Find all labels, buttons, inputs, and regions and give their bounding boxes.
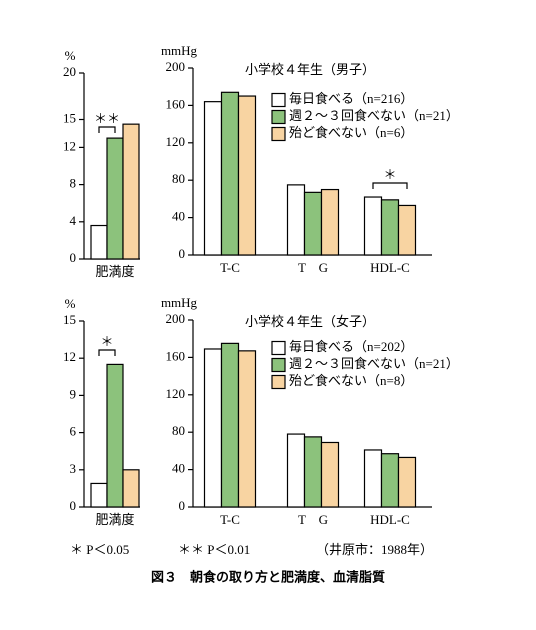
bar — [203, 101, 223, 256]
y-tick-label: 0 — [70, 250, 77, 265]
x-tick-label: T G — [298, 512, 328, 527]
bar — [106, 363, 124, 508]
bar — [397, 456, 417, 508]
x-tick-label: HDL-C — [370, 512, 410, 527]
bar — [320, 441, 340, 508]
legend-swatch — [271, 357, 286, 373]
bar — [122, 123, 140, 260]
y-tick-label: 0 — [70, 498, 77, 513]
y-tick-label: 15 — [63, 110, 76, 125]
bar — [220, 91, 240, 256]
legend-label: 殆ど食べない（n=8） — [289, 373, 413, 388]
y-tick-label: 8 — [70, 176, 77, 191]
bar — [237, 95, 257, 256]
y-axis-unit: mmHg — [161, 295, 198, 310]
bar — [363, 196, 383, 256]
bar — [90, 224, 108, 260]
bar — [320, 188, 340, 256]
y-tick-label: 12 — [63, 138, 76, 153]
bar — [237, 350, 257, 508]
x-tick-label: T G — [298, 260, 328, 275]
x-tick-label: 肥満度 — [95, 512, 134, 527]
y-tick-label: 15 — [63, 312, 76, 327]
y-tick-label: 200 — [166, 311, 186, 326]
significance-bracket — [372, 182, 408, 189]
bar — [286, 433, 306, 508]
bar — [303, 191, 323, 256]
y-tick-label: 9 — [70, 386, 77, 401]
y-tick-label: 40 — [172, 209, 185, 224]
y-tick-label: 80 — [172, 171, 185, 186]
y-tick-label: 0 — [179, 246, 186, 261]
note: ＊＊ P＜0.01 — [178, 542, 250, 557]
y-tick-label: 200 — [166, 59, 186, 74]
significance-mark: ＊ — [100, 334, 113, 349]
y-tick-label: 160 — [166, 96, 186, 111]
bar — [380, 453, 400, 508]
bar — [397, 204, 417, 256]
y-tick-label: 120 — [166, 386, 186, 401]
legend-label: 毎日食べる（n=202） — [289, 339, 413, 354]
legend-label: 週２～３回食べない（n=21） — [289, 108, 459, 123]
y-axis-unit: % — [65, 48, 76, 63]
bar — [220, 342, 240, 508]
legend-label: 毎日食べる（n=216） — [289, 91, 413, 106]
y-tick-label: 80 — [172, 423, 185, 438]
y-tick-label: 120 — [166, 134, 186, 149]
legend-swatch — [271, 92, 286, 108]
bar — [380, 199, 400, 256]
bar — [286, 184, 306, 256]
chart-title: 小学校４年生（男子） — [245, 62, 375, 77]
y-tick-label: 6 — [70, 424, 77, 439]
bar — [122, 469, 140, 508]
y-tick-label: 20 — [63, 64, 76, 79]
y-tick-label: 4 — [70, 213, 77, 228]
y-tick-label: 160 — [166, 348, 186, 363]
caption: 図３ 朝食の取り方と肥満度、血清脂質 — [151, 570, 385, 586]
y-tick-label: 40 — [172, 461, 185, 476]
bar — [90, 482, 108, 508]
bar — [106, 137, 124, 260]
note: ＊ P＜0.05 — [70, 542, 129, 557]
legend-label: 週２～３回食べない（n=21） — [289, 356, 459, 371]
legend-swatch — [271, 126, 286, 142]
significance-bracket — [98, 349, 116, 356]
significance-mark: ＊＊ — [94, 111, 120, 126]
bar — [303, 436, 323, 508]
y-tick-label: 3 — [70, 461, 77, 476]
y-axis-unit: % — [65, 296, 76, 311]
x-tick-label: 肥満度 — [95, 264, 134, 279]
x-tick-label: HDL-C — [370, 260, 410, 275]
legend-swatch — [271, 340, 286, 356]
x-tick-label: T-C — [220, 512, 240, 527]
bar — [203, 348, 223, 508]
x-tick-label: T-C — [220, 260, 240, 275]
note: （井原市：1988年） — [316, 542, 433, 557]
chart-title: 小学校４年生（女子） — [245, 314, 375, 329]
legend-swatch — [271, 109, 286, 125]
y-tick-label: 12 — [63, 349, 76, 364]
significance-bracket — [98, 126, 116, 133]
y-axis-unit: mmHg — [161, 43, 198, 58]
legend-label: 殆ど食べない（n=6） — [289, 125, 413, 140]
y-tick-label: 0 — [179, 498, 186, 513]
significance-mark: ＊ — [383, 167, 396, 182]
legend-swatch — [271, 374, 286, 390]
bar — [363, 449, 383, 508]
